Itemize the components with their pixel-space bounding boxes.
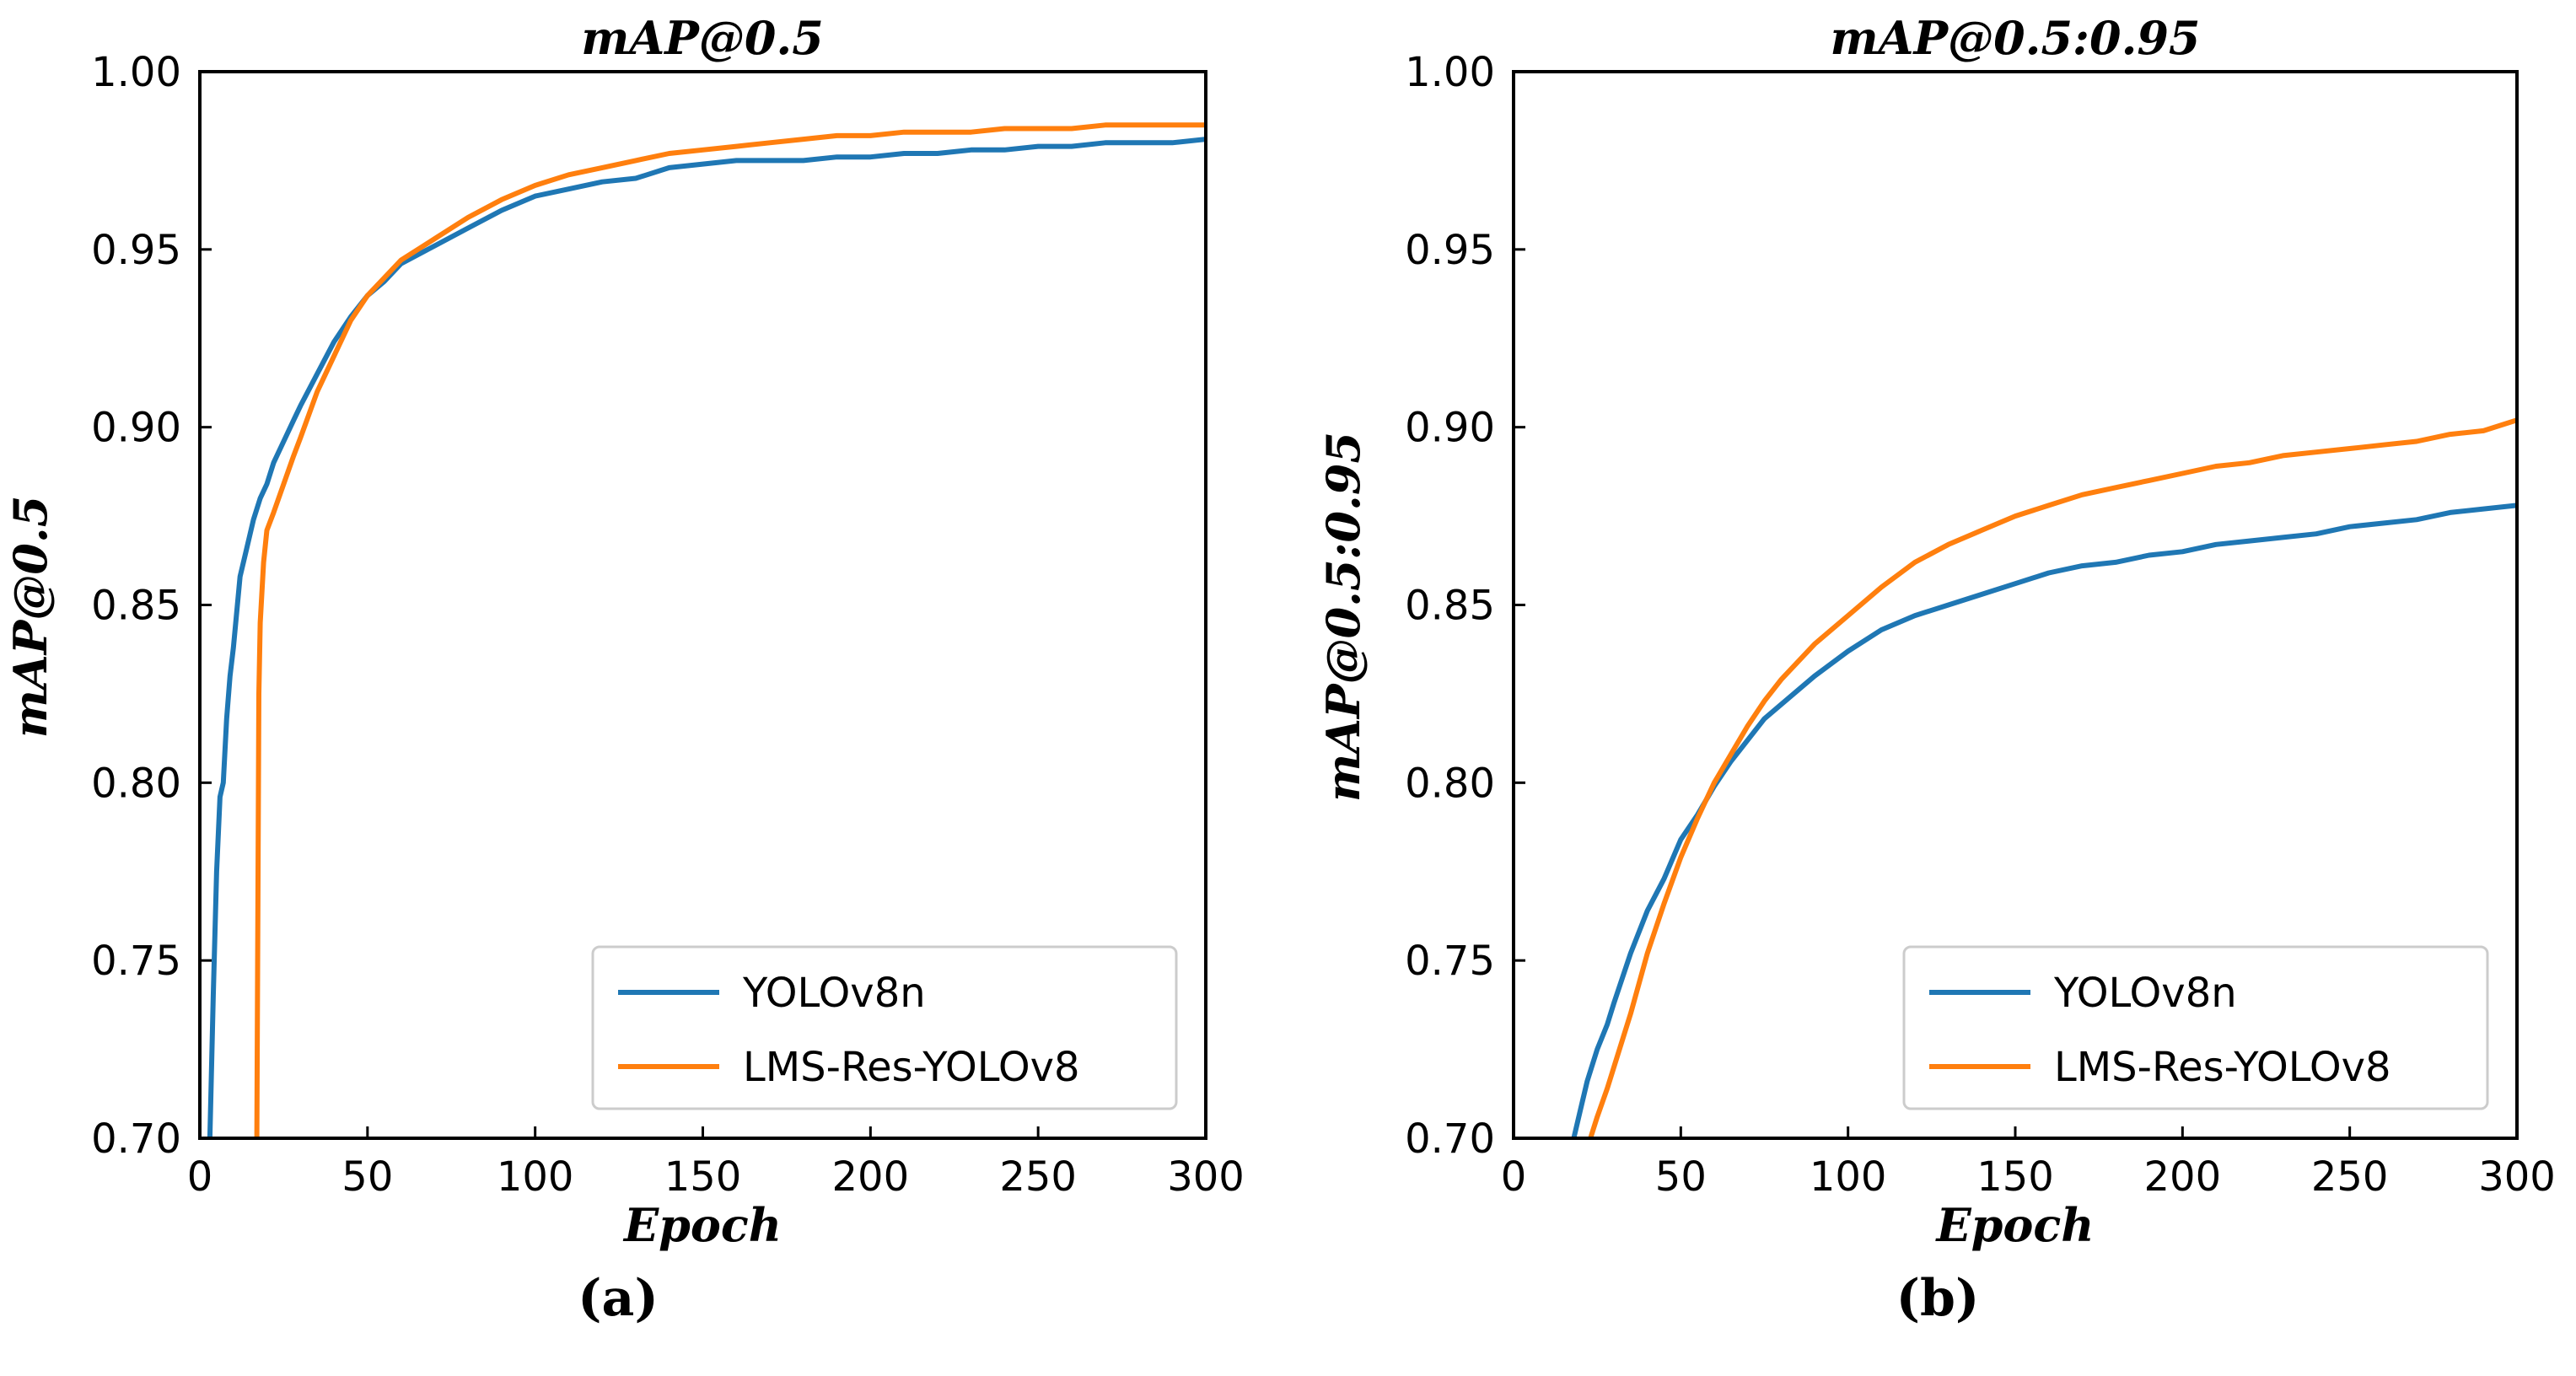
- y-tick-label: 0.90: [91, 405, 181, 452]
- x-tick-label: 0: [187, 1153, 213, 1201]
- y-tick-label: 0.95: [91, 227, 181, 274]
- caption-a: (a): [578, 1269, 659, 1328]
- y-tick-label: 0.90: [1405, 405, 1495, 452]
- x-tick-label: 250: [999, 1153, 1077, 1201]
- x-tick-label: 100: [497, 1153, 574, 1201]
- x-tick-label: 50: [1655, 1153, 1707, 1201]
- x-axis-label: Epoch: [622, 1198, 782, 1252]
- legend-box: [591, 945, 1178, 1110]
- y-tick-label: 1.00: [91, 49, 181, 96]
- x-axis-label: Epoch: [1934, 1198, 2094, 1252]
- series-line-lms-res-yolov8: [254, 122, 1206, 1138]
- chart-title: mAP@0.5:0.95: [1830, 11, 2200, 65]
- x-tick-label: 100: [1810, 1153, 1887, 1201]
- chart-title: mAP@0.5: [581, 11, 824, 65]
- legend: YOLOv8n LMS-Res-YOLOv8: [591, 945, 1178, 1110]
- y-tick-label: 1.00: [1405, 49, 1495, 96]
- series-line-lms-res-yolov8: [1588, 417, 2517, 1138]
- chart-panel-b: 0 50 100 150 200 250 300 0.70 0.75 0.80 0.85 0.90 0.…: [1316, 11, 2556, 1252]
- x-tick-label: 0: [1501, 1153, 1527, 1201]
- y-tick-label: 0.80: [1405, 760, 1495, 807]
- x-tick-label: 300: [1167, 1153, 1245, 1201]
- x-tick-label: 150: [1976, 1153, 2054, 1201]
- legend: YOLOv8n LMS-Res-YOLOv8: [1902, 945, 2489, 1110]
- legend-label: YOLOv8n: [2053, 970, 2237, 1017]
- y-tick-label: 0.70: [1405, 1115, 1495, 1163]
- y-tick-label: 0.75: [1405, 938, 1495, 985]
- y-axis-label: mAP@0.5:0.95: [1316, 432, 1370, 802]
- x-tick-label: 250: [2311, 1153, 2389, 1201]
- chart-panel-a: 0 50 100 150 200 250 300 0.70 0.75 0.80 0.85 0.90 0.…: [3, 11, 1245, 1252]
- legend-label: LMS-Res-YOLOv8: [743, 1044, 1080, 1091]
- series-line-yolov8n: [1571, 503, 2517, 1138]
- y-tick-label: 0.80: [91, 760, 181, 807]
- y-tick-label: 0.85: [1405, 583, 1495, 630]
- legend-label: LMS-Res-YOLOv8: [2054, 1044, 2391, 1091]
- x-tick-label: 150: [664, 1153, 742, 1201]
- x-tick-label: 50: [341, 1153, 393, 1201]
- x-tick-label: 200: [2144, 1153, 2222, 1201]
- y-tick-label: 0.85: [91, 583, 181, 630]
- y-tick-label: 0.75: [91, 938, 181, 985]
- y-tick-label: 0.70: [91, 1115, 181, 1163]
- series-line-yolov8n: [207, 137, 1206, 1138]
- caption-b: (b): [1896, 1269, 1980, 1328]
- y-axis-label: mAP@0.5: [3, 496, 57, 739]
- y-tick-label: 0.95: [1405, 227, 1495, 274]
- x-tick-label: 300: [2478, 1153, 2556, 1201]
- x-tick-label: 200: [832, 1153, 910, 1201]
- legend-box: [1902, 945, 2489, 1110]
- legend-label: YOLOv8n: [742, 970, 926, 1017]
